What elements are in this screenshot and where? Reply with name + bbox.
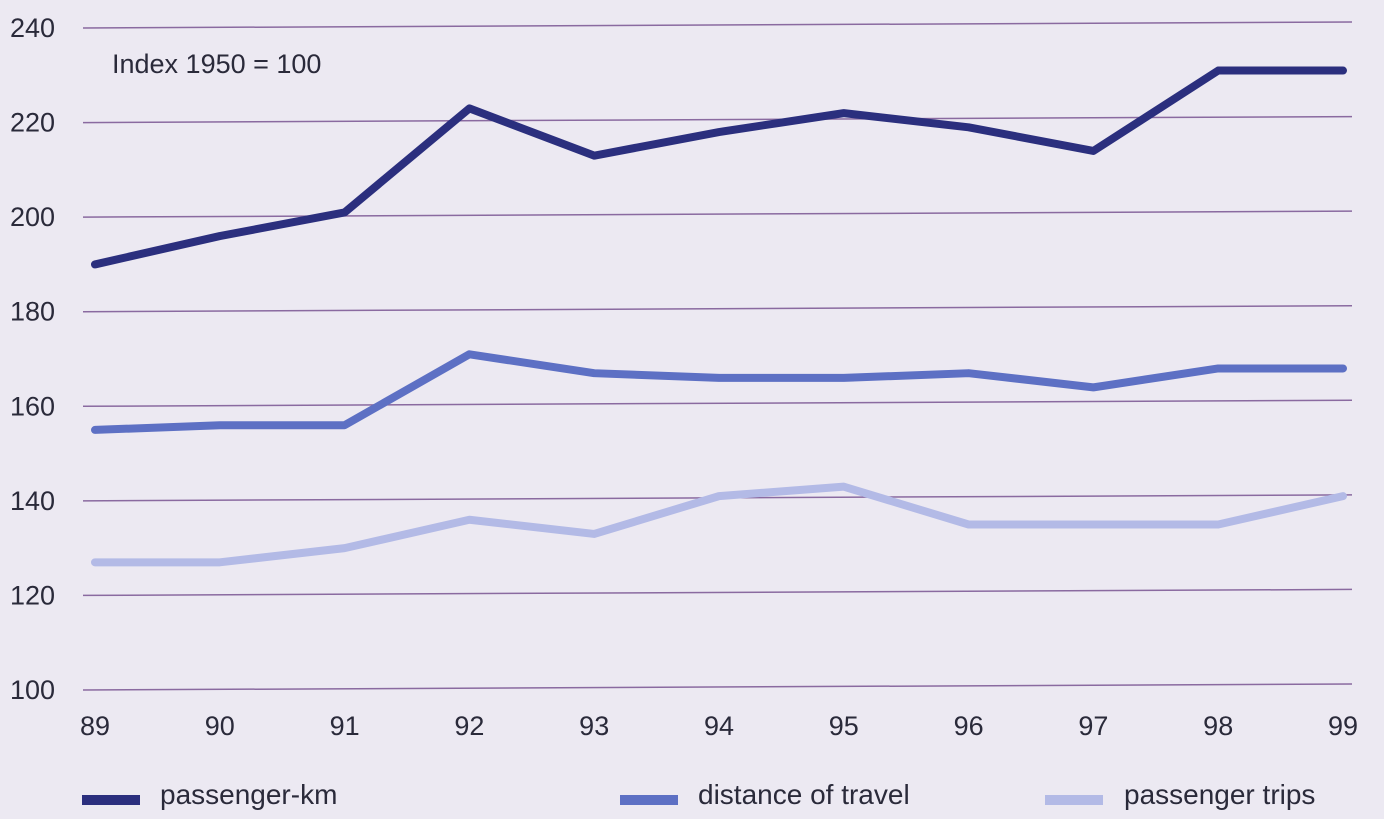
x-tick-label: 92 <box>454 711 484 741</box>
x-tick-label: 94 <box>704 711 734 741</box>
y-tick-label: 140 <box>10 486 55 516</box>
gridline-220 <box>82 115 1353 124</box>
legend-label: distance of travel <box>698 779 910 810</box>
gridline-180 <box>82 304 1353 313</box>
grid-lines <box>82 21 1353 691</box>
y-axis-ticks: 100 120 140 160 180 200 220 240 <box>10 13 55 705</box>
index-annotation: Index 1950 = 100 <box>112 49 321 79</box>
x-tick-label: 99 <box>1328 711 1358 741</box>
y-tick-label: 240 <box>10 13 55 43</box>
x-tick-label: 97 <box>1078 711 1108 741</box>
series-line-passenger-km <box>91 66 1347 269</box>
y-tick-label: 160 <box>10 391 55 421</box>
series-line-distance-of-travel <box>91 350 1347 434</box>
x-tick-label: 89 <box>80 711 110 741</box>
legend-swatch <box>1045 795 1103 805</box>
y-tick-label: 100 <box>10 675 55 705</box>
series-line-passenger-trips <box>91 482 1347 567</box>
legend-swatch <box>620 795 678 805</box>
gridline-160 <box>82 399 1353 408</box>
x-tick-label: 98 <box>1203 711 1233 741</box>
gridline-200 <box>82 210 1353 218</box>
x-tick-label: 93 <box>579 711 609 741</box>
legend-label: passenger trips <box>1124 779 1315 810</box>
x-tick-label: 95 <box>829 711 859 741</box>
legend-label: passenger-km <box>160 779 337 810</box>
x-tick-label: 96 <box>954 711 984 741</box>
y-tick-label: 120 <box>10 580 55 610</box>
gridline-100 <box>82 683 1353 691</box>
gridline-240 <box>82 21 1353 29</box>
y-tick-label: 200 <box>10 202 55 232</box>
x-axis-ticks: 89 90 91 92 93 94 95 96 97 98 99 <box>80 711 1358 741</box>
x-tick-label: 90 <box>205 711 235 741</box>
series-lines <box>91 66 1347 567</box>
y-tick-label: 180 <box>10 297 55 327</box>
y-tick-label: 220 <box>10 108 55 138</box>
x-tick-label: 91 <box>330 711 360 741</box>
legend: passenger-km distance of travel passenger … <box>82 779 1315 810</box>
legend-swatch <box>82 795 140 805</box>
gridline-120 <box>82 588 1353 597</box>
